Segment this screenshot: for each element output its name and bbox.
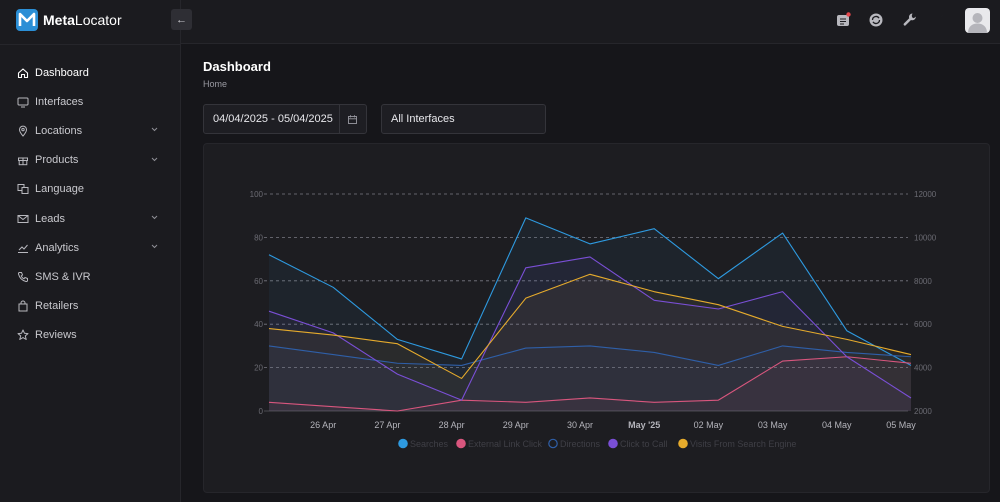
topbar [181, 0, 1000, 44]
chevron-down-icon [151, 128, 158, 132]
analytics-icon [16, 241, 29, 254]
chart-card [203, 143, 990, 493]
sidebar-item-label: Products [35, 154, 79, 167]
sidebar-item-reviews[interactable]: Reviews [0, 321, 181, 350]
language-icon [16, 183, 29, 196]
sidebar-item-label: Reviews [35, 329, 77, 342]
calendar-icon [348, 114, 358, 124]
interface-select[interactable]: All Interfaces [381, 104, 546, 134]
star-icon [16, 329, 29, 342]
sidebar-item-interfaces[interactable]: Interfaces [0, 87, 181, 116]
home-icon [16, 66, 29, 79]
sidebar-nav: Dashboard Interfaces Locations Products [0, 58, 181, 350]
sidebar-item-dashboard[interactable]: Dashboard [0, 58, 181, 87]
sidebar-item-language[interactable]: Language [0, 175, 181, 204]
sidebar-item-label: Retailers [35, 300, 79, 313]
wrench-icon[interactable] [902, 12, 918, 28]
sidebar-item-leads[interactable]: Leads [0, 204, 181, 233]
sidebar-item-label: Interfaces [35, 95, 84, 108]
date-picker-button[interactable] [338, 105, 366, 133]
sidebar-item-locations[interactable]: Locations [0, 116, 181, 145]
shopping-bag-icon [16, 300, 29, 313]
sidebar-item-analytics[interactable]: Analytics [0, 233, 181, 262]
sync-icon[interactable] [868, 12, 884, 28]
date-range-input[interactable]: 04/04/2025 - 05/04/2025 [203, 104, 367, 134]
user-icon [968, 13, 987, 33]
chevron-down-icon [151, 244, 158, 249]
sidebar-item-label: Language [35, 183, 84, 196]
date-range-value[interactable]: 04/04/2025 - 05/04/2025 [213, 113, 333, 125]
sidebar-item-retailers[interactable]: Retailers [0, 292, 181, 321]
sidebar-item-label: Dashboard [35, 66, 89, 79]
chevron-down-icon [151, 215, 158, 220]
sidebar-item-label: Analytics [35, 241, 80, 254]
brand-name: MetaLocator [43, 12, 122, 28]
sidebar-divider [0, 44, 181, 45]
collapse-sidebar-button[interactable]: ← [171, 9, 192, 30]
monitor-icon [16, 95, 29, 108]
notifications-icon[interactable] [835, 12, 851, 28]
moon-icon[interactable] [936, 12, 952, 28]
sidebar-item-label: Leads [35, 212, 65, 225]
sidebar-item-label: Locations [35, 124, 83, 137]
metalocator-logo-icon [16, 9, 38, 31]
mail-icon [16, 212, 29, 225]
chevron-down-icon [151, 157, 158, 161]
sidebar-item-label: SMS & IVR [35, 270, 91, 283]
map-pin-icon [16, 124, 29, 137]
brand-logo[interactable]: MetaLocator [16, 9, 122, 31]
page-title: Dashboard [203, 59, 271, 74]
phone-icon [16, 270, 29, 283]
gift-icon [16, 154, 29, 167]
arrow-left-icon: ← [176, 13, 187, 26]
breadcrumb[interactable]: Home [203, 79, 228, 89]
avatar[interactable] [965, 8, 990, 33]
sidebar-item-products[interactable]: Products [0, 146, 181, 175]
sidebar-item-sms-ivr[interactable]: SMS & IVR [0, 262, 181, 291]
sidebar: MetaLocator Dashboard Interfaces Locatio… [0, 0, 181, 502]
